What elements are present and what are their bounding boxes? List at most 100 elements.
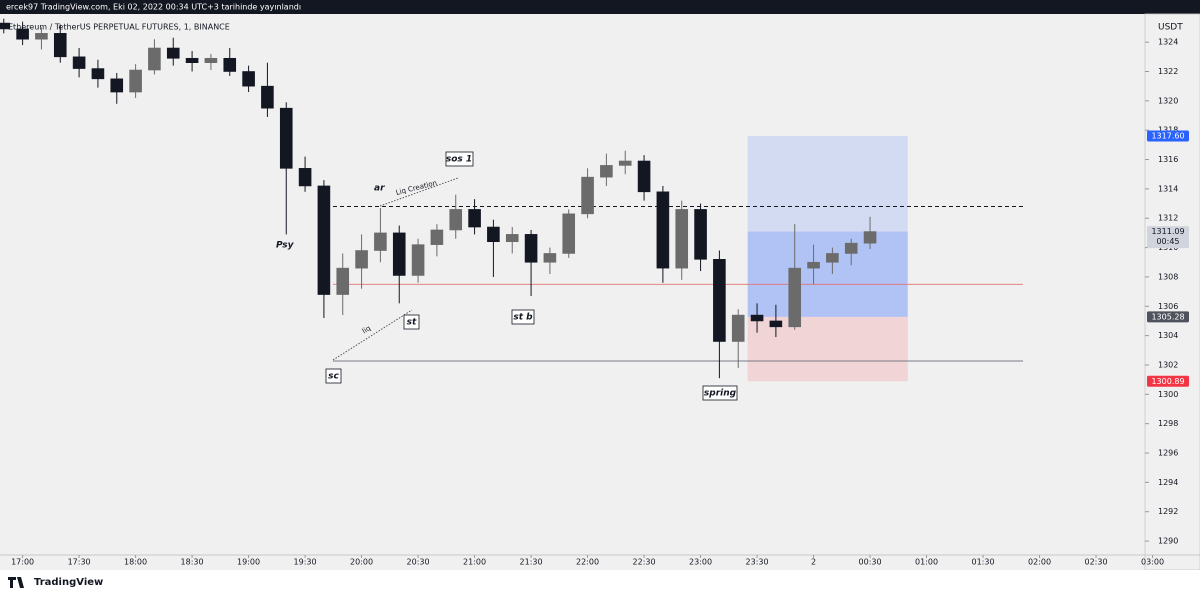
candle-body (769, 320, 783, 328)
x-tick-label: 19:00 (237, 558, 260, 567)
candle-body (844, 242, 858, 254)
candle-body (807, 261, 820, 269)
candle-body (72, 56, 86, 69)
x-tick-label: 22:30 (633, 558, 656, 567)
x-tick-label: 18:30 (181, 558, 204, 567)
y-tick-label: 1294 (1158, 478, 1178, 487)
price-label: 1311.09 (1151, 227, 1184, 236)
x-tick-label: 17:00 (11, 558, 34, 567)
annotation: sc (328, 372, 339, 382)
candle-body (411, 244, 425, 276)
x-tick-label: 03:00 (1141, 558, 1164, 567)
axis-labels: 1290 1292 1294 1296 1298 1300 1302 1304 1306 1308… (11, 38, 1189, 567)
y-tick-label: 1312 (1158, 214, 1178, 223)
annotation: spring (704, 389, 737, 399)
candle-body (618, 160, 632, 166)
candle-body (487, 226, 500, 243)
annotation-box (511, 309, 535, 325)
liq-line (332, 309, 413, 361)
y-tick-label: 1320 (1158, 96, 1178, 105)
annotation: st (407, 318, 417, 328)
candle-body (129, 69, 142, 93)
price-label-box (1147, 311, 1189, 323)
x-tick-label: 18:00 (124, 558, 147, 567)
annotations: ar Liq Creation sos 1 Psy st liq st b sc… (276, 151, 738, 401)
candle-body (298, 168, 312, 187)
y-tick-label: 1324 (1158, 38, 1178, 47)
annotation-box (325, 368, 342, 384)
candle-body (505, 234, 519, 243)
x-tick-label: 23:30 (746, 558, 769, 567)
candle-body (185, 57, 199, 63)
candle-body (543, 253, 557, 263)
y-tick-label: 1322 (1158, 67, 1178, 76)
price-label: 1317.60 (1151, 132, 1184, 141)
candle-body (713, 259, 726, 342)
y-tick-label: 1316 (1158, 155, 1178, 164)
x-tick-label: 00:30 (859, 558, 882, 567)
x-tick-label: 21:00 (463, 558, 486, 567)
candle-body (656, 191, 670, 269)
candle-body (637, 160, 651, 193)
candle-body (863, 231, 877, 244)
candle-body (449, 209, 463, 231)
y-tick-label: 1314 (1158, 184, 1178, 193)
footer-logo: TradingView (34, 577, 103, 588)
candle-body (223, 57, 237, 72)
price-label-box (1147, 226, 1189, 249)
candle-body (336, 267, 350, 295)
candle-body (35, 33, 48, 40)
x-tick-label: 22:00 (576, 558, 599, 567)
candle-body (110, 78, 124, 93)
y-tick-label: 1306 (1158, 302, 1178, 311)
annotation-box (702, 385, 738, 401)
candle-body (468, 209, 481, 228)
target-zone (747, 136, 908, 317)
x-tick-label: 01:00 (915, 558, 938, 567)
candle-body (91, 68, 105, 80)
y-tick-label: 1292 (1158, 507, 1178, 516)
annotation-box (403, 314, 420, 330)
y-tick-label: 1308 (1158, 272, 1178, 281)
candle-body (0, 22, 11, 30)
candle-body (524, 234, 538, 263)
candle-body (675, 209, 689, 269)
currency-label: USDT (1158, 23, 1183, 33)
candle-body (261, 85, 274, 109)
price-label-box (1147, 130, 1189, 142)
x-tick-label: 21:30 (520, 558, 543, 567)
stop-zone (747, 316, 908, 382)
countdown-label: 00:45 (1156, 237, 1179, 246)
y-tick-label: 1318 (1158, 126, 1178, 135)
candle-body (788, 267, 802, 328)
chart-title: Ethereum / TetherUS PERPETUAL FUTURES, 1… (8, 23, 230, 32)
x-tick-label: 20:30 (407, 558, 430, 567)
candle-body (392, 232, 406, 276)
candle-body (355, 250, 368, 269)
x-tick-label: 01:30 (972, 558, 995, 567)
annotation: st b (513, 313, 533, 323)
header-bar (0, 0, 1200, 14)
plot-area (0, 18, 1023, 382)
annotation: liq (361, 324, 372, 335)
open-profit-zone (747, 231, 908, 317)
y-tick-label: 1296 (1158, 449, 1178, 458)
price-label: 1300.89 (1151, 377, 1184, 386)
x-tick-label: 23:00 (689, 558, 712, 567)
x-tick-label: 2 (811, 558, 816, 567)
candle-body (694, 209, 707, 260)
price-axis (1144, 13, 1200, 571)
candle-body (600, 165, 613, 178)
y-tick-label: 1302 (1158, 360, 1178, 369)
candle-body (750, 314, 764, 322)
price-label: 1305.28 (1151, 312, 1184, 321)
x-tick-label: 17:30 (68, 558, 91, 567)
candle-body (204, 57, 218, 63)
liq-creation-line (379, 177, 459, 207)
candle-body (53, 33, 67, 58)
candle-body (581, 176, 594, 215)
header-text: ercek97 TradingView.com, Eki 02, 2022 00… (6, 3, 301, 12)
x-tick-label: 02:00 (1028, 558, 1051, 567)
y-tick-label: 1290 (1158, 537, 1178, 546)
price-label-box (1147, 375, 1189, 387)
